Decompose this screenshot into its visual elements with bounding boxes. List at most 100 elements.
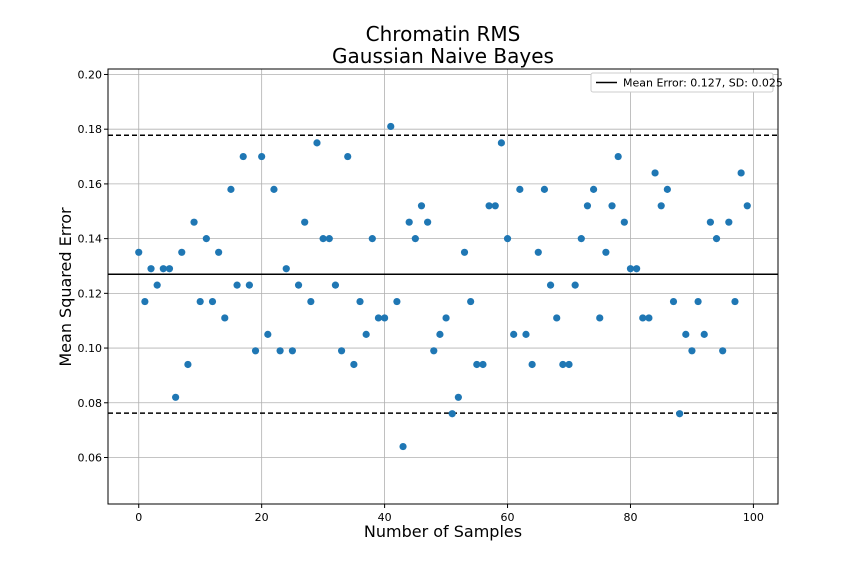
data-point: [208, 297, 217, 306]
y-tick-label: 0.12: [78, 287, 103, 300]
data-point: [245, 281, 253, 289]
reference-lines: [108, 134, 778, 414]
data-point: [325, 235, 333, 243]
data-point: [676, 410, 684, 418]
data-point: [270, 185, 278, 193]
data-point: [393, 297, 401, 306]
data-point: [159, 265, 167, 273]
data-point: [503, 235, 512, 243]
data-point: [233, 281, 241, 289]
data-point: [153, 281, 161, 289]
data-point: [626, 265, 635, 273]
data-point: [202, 235, 210, 243]
data-point: [620, 218, 628, 226]
data-point: [706, 218, 714, 226]
y-tick-label: 0.14: [78, 233, 103, 246]
data-point: [301, 218, 309, 226]
data-point: [657, 202, 665, 210]
data-point: [473, 360, 481, 369]
data-point: [319, 235, 327, 243]
data-point: [546, 281, 555, 289]
data-point: [147, 265, 155, 273]
legend-box: [590, 72, 774, 93]
data-point: [645, 314, 653, 322]
data-point: [374, 314, 383, 322]
data-point: [430, 347, 438, 355]
data-point: [553, 314, 561, 322]
x-tick-label: 20: [255, 511, 269, 524]
data-point: [184, 360, 192, 369]
y-tick-label: 0.16: [78, 178, 103, 191]
data-point: [731, 297, 739, 306]
data-point: [251, 347, 260, 355]
x-ticks: 0 20 40 60 80 100: [135, 504, 764, 524]
data-point: [651, 169, 659, 177]
chart-title-line-1: Chromatin RMS: [366, 22, 521, 46]
data-point: [454, 393, 462, 401]
data-point: [331, 281, 340, 289]
x-tick-label: 100: [743, 511, 764, 524]
data-point: [491, 202, 499, 210]
data-point: [141, 297, 149, 306]
data-point: [596, 314, 604, 322]
data-point: [424, 218, 432, 226]
data-point: [522, 330, 530, 338]
y-tick-label: 0.10: [78, 342, 103, 355]
data-point: [614, 152, 622, 161]
data-point: [282, 265, 290, 273]
data-point: [442, 314, 450, 322]
data-point: [700, 330, 708, 338]
y-ticks: 0.06 0.08 0.10 0.12 0.14 0.16 0.18 0.20: [78, 68, 108, 464]
data-point: [589, 185, 598, 193]
data-point: [460, 248, 469, 256]
data-point: [559, 360, 567, 369]
data-point: [602, 248, 610, 256]
data-point: [368, 235, 376, 243]
y-tick-label: 0.06: [78, 451, 103, 464]
data-point: [540, 185, 549, 193]
data-point: [436, 330, 444, 338]
data-point: [510, 330, 518, 338]
data-point: [381, 314, 389, 322]
data-point: [669, 297, 678, 306]
data-point: [725, 218, 733, 226]
x-tick-label: 0: [135, 511, 142, 524]
data-point: [712, 235, 721, 243]
data-point: [221, 314, 229, 322]
data-point: [479, 360, 487, 369]
data-point: [663, 185, 671, 193]
data-point: [172, 393, 180, 401]
legend: Mean Error: 0.127, SD: 0.025: [590, 72, 783, 93]
data-point: [719, 347, 727, 355]
data-point: [264, 330, 272, 338]
data-point: [571, 281, 579, 289]
data-point: [528, 360, 536, 369]
x-tick-label: 80: [623, 511, 637, 524]
data-point: [565, 360, 573, 369]
data-point: [313, 139, 321, 147]
data-point: [165, 265, 174, 273]
data-point: [344, 152, 352, 161]
grid-lines: [108, 69, 778, 504]
data-point: [178, 248, 186, 256]
data-point: [239, 152, 247, 161]
x-axis-label: Number of Samples: [364, 522, 522, 541]
data-point: [639, 314, 647, 322]
data-point: [583, 202, 592, 210]
data-point: [516, 185, 524, 193]
data-point: [743, 202, 751, 210]
data-point: [608, 202, 616, 210]
data-point: [294, 281, 303, 289]
data-point: [190, 218, 198, 226]
x-tick-label: 60: [501, 511, 515, 524]
data-point: [227, 185, 235, 193]
data-point: [411, 235, 419, 243]
data-point: [694, 297, 702, 306]
y-tick-label: 0.08: [78, 397, 103, 410]
y-tick-label: 0.20: [78, 68, 103, 81]
chart-title-line-2: Gaussian Naive Bayes: [332, 44, 554, 68]
data-point: [258, 152, 266, 161]
x-tick-label: 40: [378, 511, 392, 524]
data-point: [337, 347, 346, 355]
